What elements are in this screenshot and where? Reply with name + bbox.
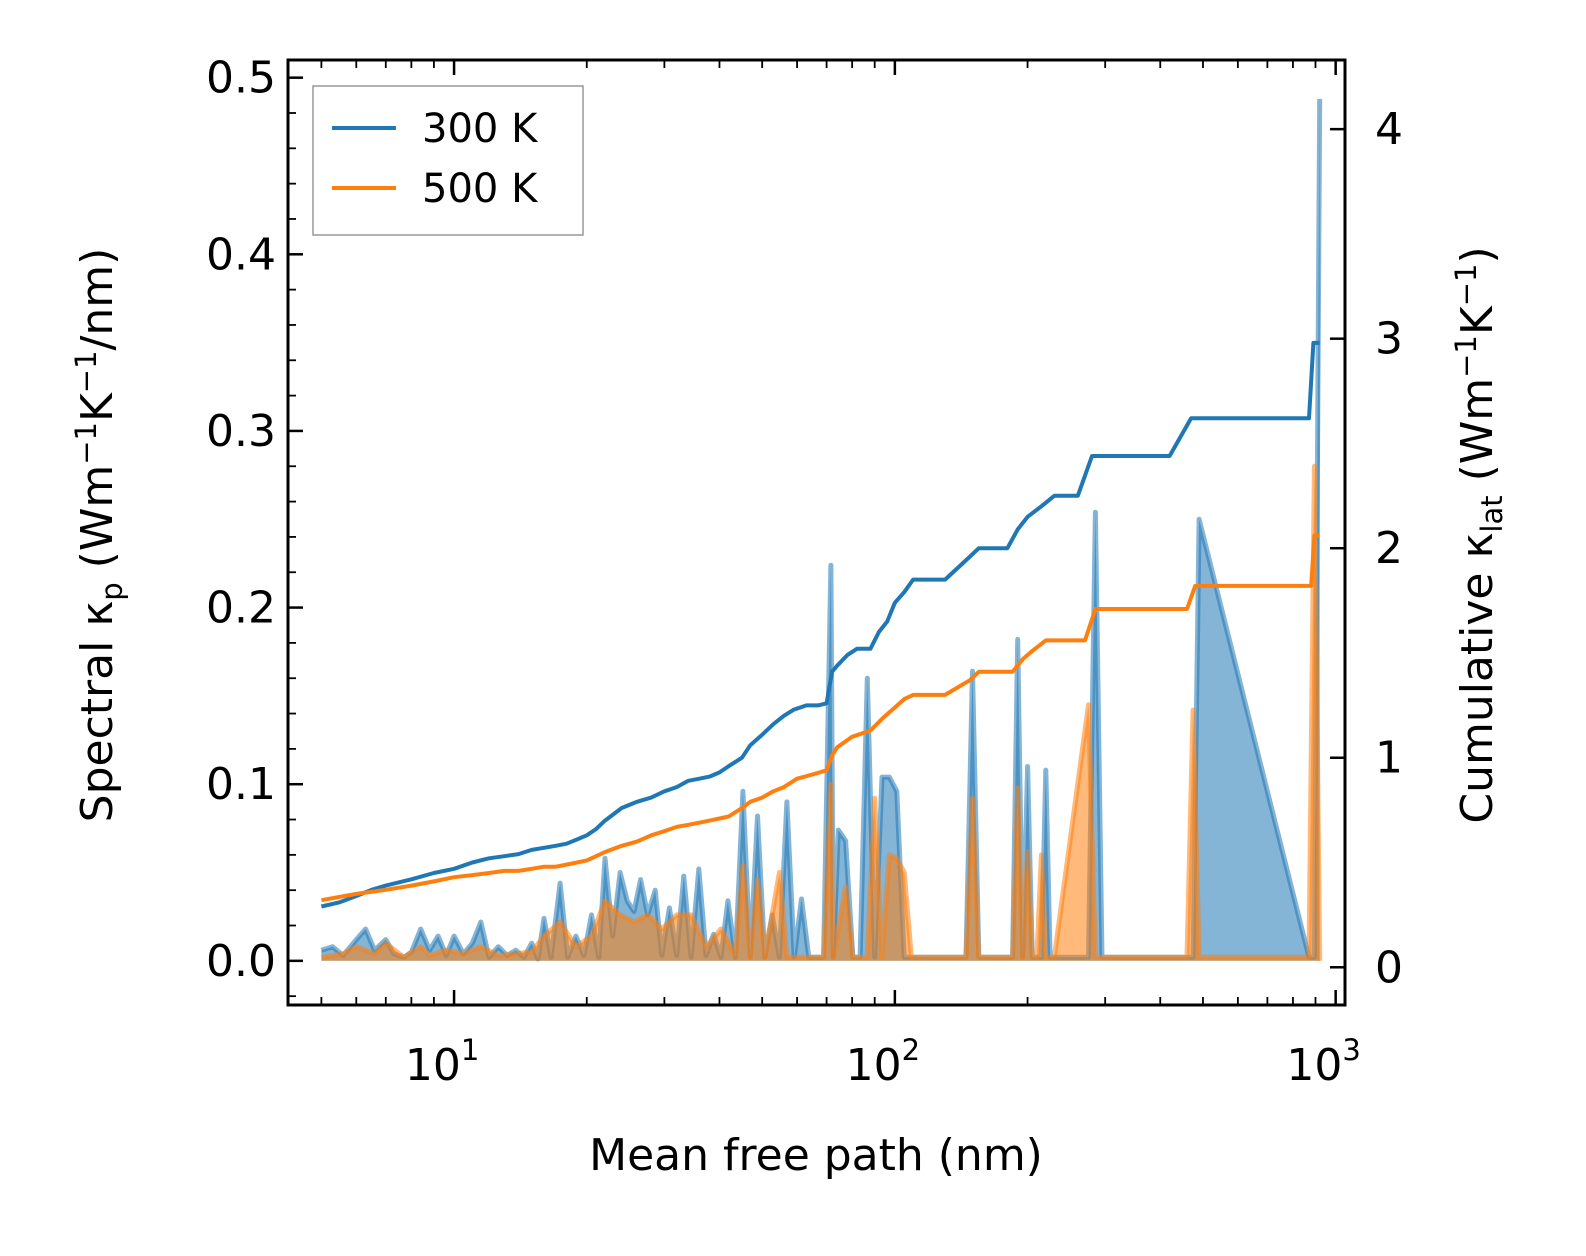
- y-right-subscript: lat: [1475, 495, 1509, 532]
- legend-label-500k: 500 K: [422, 166, 539, 212]
- legend-box: [312, 85, 584, 236]
- y-right-tick-label: 4: [1375, 104, 1403, 155]
- x-tick-base: 10: [405, 1040, 461, 1091]
- spectral-line-500k: [321, 463, 1323, 961]
- cumulative-series-layer: [320, 340, 1320, 909]
- y-left-tick-label: 0.0: [206, 936, 276, 987]
- x-tick-label: 102: [846, 1033, 920, 1091]
- cumulative-line-500k: [321, 533, 1320, 903]
- x-tick-exp: 3: [1342, 1033, 1360, 1067]
- y-right-tick-label: 1: [1375, 733, 1403, 784]
- spectral-line-300k: [320, 98, 1323, 962]
- plot-frame: [286, 58, 1347, 1007]
- y-left-prefix: Spectral κ: [72, 601, 123, 823]
- y-right-tick-label: 2: [1375, 523, 1403, 574]
- x-tick-exp: 2: [902, 1033, 920, 1067]
- y-right-unit-open: (Wm: [1452, 378, 1503, 496]
- x-tick-exp: 1: [461, 1033, 479, 1067]
- y-left-tick-label: 0.4: [206, 229, 276, 280]
- x-tick-label: 101: [405, 1033, 479, 1091]
- legend: 300 K 500 K: [312, 85, 584, 236]
- y-left-tick-label: 0.5: [206, 53, 276, 104]
- y-axis-left-label: Spectral κp (Wm−1K−1/nm): [69, 248, 129, 823]
- x-tick-label: 103: [1286, 1033, 1360, 1091]
- y-left-unit-close: /nm): [72, 248, 123, 351]
- y-left-sup1: −1: [69, 422, 103, 465]
- y-right-unit-mid: K: [1452, 305, 1503, 335]
- y-right-sup2: −1: [1449, 264, 1483, 307]
- spectral-fill-300k: [321, 98, 1320, 961]
- x-tick-base: 10: [846, 1040, 902, 1091]
- legend-label-300k: 300 K: [422, 106, 539, 152]
- y-right-sup1: −1: [1449, 335, 1483, 378]
- cumulative-line-300k: [320, 340, 1320, 909]
- x-axis-label: Mean free path (nm): [589, 1130, 1043, 1181]
- y-right-tick-label: 3: [1375, 314, 1403, 365]
- y-left-tick-label: 0.2: [206, 583, 276, 634]
- y-left-sup2: −1: [69, 350, 103, 393]
- spectral-series-layer: [320, 98, 1323, 962]
- y-axis-right-label: Cumulative κlat (Wm−1K−1): [1449, 246, 1509, 823]
- y-left-tick-label: 0.3: [206, 406, 276, 457]
- y-right-prefix: Cumulative κ: [1452, 533, 1503, 824]
- tick-marks: [288, 60, 1345, 1005]
- x-tick-base: 10: [1286, 1040, 1342, 1091]
- y-left-unit-mid: K: [72, 392, 123, 422]
- y-right-tick-label: 0: [1375, 942, 1403, 993]
- y-right-unit-close: ): [1452, 246, 1503, 263]
- y-left-unit-open: (Wm: [72, 465, 123, 583]
- y-left-tick-label: 0.1: [206, 759, 276, 810]
- y-left-subscript: p: [95, 582, 129, 600]
